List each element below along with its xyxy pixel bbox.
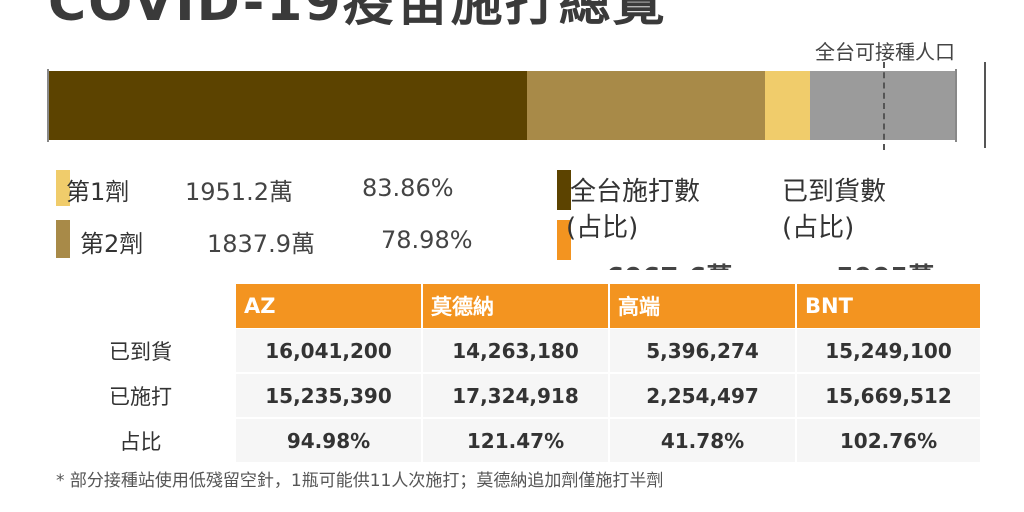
table-cell: 2,254,497 (608, 374, 795, 417)
table-row: 已施打 15,235,390 17,324,918 2,254,497 15,6… (47, 374, 980, 417)
row-label: 占比 (47, 419, 234, 462)
table-cell: 14,263,180 (421, 329, 608, 372)
dose1-label: 第1劑 (66, 178, 130, 206)
bar-segment-total-administered (49, 71, 527, 140)
administered-value: 6067.6萬 (606, 257, 732, 270)
administered-sublabel: (占比) (566, 213, 639, 243)
dose2-percent: 78.98% (381, 226, 473, 254)
delivered-label: 已到貨數 (782, 177, 887, 207)
table-cell: 15,235,390 (234, 374, 421, 417)
column-header: BNT (795, 284, 980, 328)
dose2-count: 1837.9萬 (207, 230, 315, 258)
bar-segment-dose2 (527, 71, 765, 140)
population-marker-line (883, 62, 885, 150)
table-cell: 102.76% (795, 419, 980, 462)
vaccine-table: AZ 莫德納 高端 BNT 已到貨 16,041,200 14,263,180 … (47, 284, 980, 464)
table-cell: 15,669,512 (795, 374, 980, 417)
column-header: 高端 (608, 284, 795, 328)
dose2-label: 第2劑 (80, 230, 144, 258)
vaccination-bar (49, 71, 955, 140)
bar-end-line (984, 62, 986, 148)
dose1-percent: 83.86% (362, 174, 454, 202)
table-corner (47, 284, 234, 328)
table-cell: 17,324,918 (421, 374, 608, 417)
totals-legend: 全台施打數 (占比) 6067.6萬 已到貨數 (占比) 5905萬 (560, 165, 960, 270)
table-header-row: AZ 莫德納 高端 BNT (47, 284, 980, 328)
administered-swatch (557, 170, 571, 210)
dose2-swatch (56, 220, 70, 258)
bar-segment-dose1 (765, 71, 810, 140)
row-label: 已施打 (47, 374, 234, 417)
bar-segment-population (810, 71, 955, 140)
table-cell: 94.98% (234, 419, 421, 462)
table-cell: 5,396,274 (608, 329, 795, 372)
column-header: 莫德納 (421, 284, 608, 328)
table-cell: 121.47% (421, 419, 608, 462)
delivered-value: 5905萬 (836, 257, 934, 270)
dose1-count: 1951.2萬 (185, 178, 293, 206)
delivered-sublabel: (占比) (782, 213, 855, 243)
table-row: 占比 94.98% 121.47% 41.78% 102.76% (47, 419, 980, 462)
table-cell: 15,249,100 (795, 329, 980, 372)
page-title: COVID-19疫苗施打總覽 (48, 0, 667, 33)
administered-label: 全台施打數 (570, 177, 701, 207)
row-label: 已到貨 (47, 329, 234, 372)
bar-frame (47, 69, 957, 142)
population-label: 全台可接種人口 (815, 40, 955, 64)
table-cell: 41.78% (608, 419, 795, 462)
table-row: 已到貨 16,041,200 14,263,180 5,396,274 15,2… (47, 329, 980, 372)
footnote: * 部分接種站使用低殘留空針，1瓶可能供11人次施打；莫德納追加劑僅施打半劑 (56, 471, 664, 491)
dose1-swatch (56, 170, 70, 206)
table-cell: 16,041,200 (234, 329, 421, 372)
delivered-swatch (557, 220, 571, 260)
column-header: AZ (234, 284, 421, 328)
